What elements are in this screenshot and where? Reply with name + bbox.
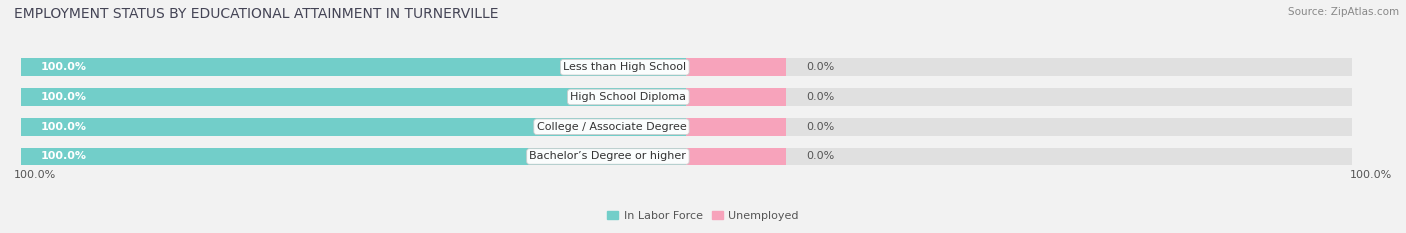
Bar xyxy=(686,58,786,76)
Text: College / Associate Degree: College / Associate Degree xyxy=(537,122,686,132)
Bar xyxy=(21,118,1353,136)
Bar xyxy=(21,147,686,165)
Text: 0.0%: 0.0% xyxy=(806,151,834,161)
Text: 0.0%: 0.0% xyxy=(806,92,834,102)
Text: 100.0%: 100.0% xyxy=(1350,170,1392,180)
Bar xyxy=(21,147,1353,165)
Text: 100.0%: 100.0% xyxy=(41,122,87,132)
Text: Source: ZipAtlas.com: Source: ZipAtlas.com xyxy=(1288,7,1399,17)
Bar xyxy=(686,118,786,136)
Text: 100.0%: 100.0% xyxy=(41,92,87,102)
Text: EMPLOYMENT STATUS BY EDUCATIONAL ATTAINMENT IN TURNERVILLE: EMPLOYMENT STATUS BY EDUCATIONAL ATTAINM… xyxy=(14,7,499,21)
Text: 100.0%: 100.0% xyxy=(41,151,87,161)
Text: Less than High School: Less than High School xyxy=(564,62,686,72)
Bar xyxy=(21,88,686,106)
Legend: In Labor Force, Unemployed: In Labor Force, Unemployed xyxy=(603,206,803,225)
Bar xyxy=(686,147,786,165)
Text: High School Diploma: High School Diploma xyxy=(571,92,686,102)
Text: 100.0%: 100.0% xyxy=(14,170,56,180)
Bar xyxy=(21,58,1353,76)
Text: 0.0%: 0.0% xyxy=(806,122,834,132)
Bar xyxy=(21,88,1353,106)
Bar xyxy=(21,118,686,136)
Text: Bachelor’s Degree or higher: Bachelor’s Degree or higher xyxy=(530,151,686,161)
Text: 0.0%: 0.0% xyxy=(806,62,834,72)
Text: 100.0%: 100.0% xyxy=(41,62,87,72)
Bar xyxy=(686,88,786,106)
Bar xyxy=(21,58,686,76)
